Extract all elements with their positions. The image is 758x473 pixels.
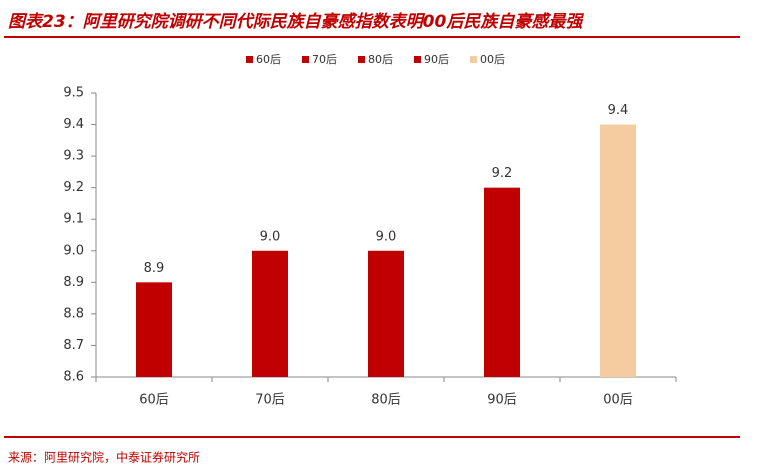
- bar: [368, 250, 404, 377]
- y-tick-label: 8.9: [63, 275, 84, 290]
- legend-label: 80后: [368, 53, 393, 66]
- x-tick-label: 00后: [603, 393, 633, 408]
- y-tick-label: 9.4: [63, 117, 84, 132]
- data-label: 9.2: [492, 166, 513, 181]
- data-label: 9.0: [260, 229, 281, 244]
- data-label: 8.9: [144, 261, 165, 276]
- y-tick-label: 8.6: [63, 370, 84, 385]
- y-tick-label: 9.1: [63, 212, 84, 227]
- y-tick-label: 9.5: [63, 86, 84, 101]
- legend-label: 90后: [424, 53, 449, 66]
- bar: [252, 250, 288, 377]
- bar: [600, 124, 636, 377]
- bar: [136, 282, 172, 377]
- legend-swatch: [358, 56, 365, 63]
- y-tick-label: 9.2: [63, 180, 84, 195]
- x-tick-label: 60后: [139, 393, 169, 408]
- y-tick-label: 9.3: [63, 149, 84, 164]
- x-tick-label: 90后: [487, 393, 517, 408]
- legend-label: 00后: [480, 53, 505, 66]
- legend-swatch: [246, 56, 253, 63]
- y-tick-label: 9.0: [63, 243, 84, 258]
- legend-swatch: [302, 56, 309, 63]
- y-tick-label: 8.8: [63, 306, 84, 321]
- legend-swatch: [414, 56, 421, 63]
- x-tick-label: 80后: [371, 393, 401, 408]
- legend-label: 60后: [256, 53, 281, 66]
- data-label: 9.4: [608, 103, 629, 118]
- source: 来源：阿里研究院，中泰证券研究所: [8, 450, 200, 465]
- y-tick-label: 8.7: [63, 338, 84, 353]
- legend-swatch: [470, 56, 477, 63]
- x-tick-label: 70后: [255, 393, 285, 408]
- legend-label: 70后: [312, 53, 337, 66]
- chart-title: 图表23：阿里研究院调研不同代际民族自豪感指数表明00后民族自豪感最强: [8, 12, 584, 32]
- bar: [484, 187, 520, 377]
- data-label: 9.0: [376, 229, 397, 244]
